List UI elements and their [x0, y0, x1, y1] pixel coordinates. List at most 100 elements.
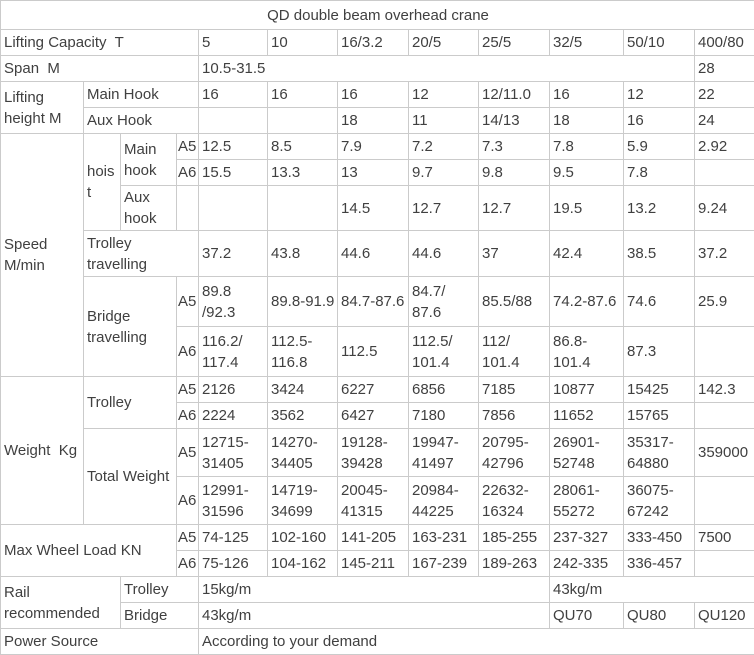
grade-label-a6: A6: [177, 477, 199, 525]
rail-value-cell: 15kg/m: [199, 577, 550, 603]
speed-value-cell: 13.3: [268, 160, 338, 186]
speed-value-cell: 37.2: [199, 231, 268, 277]
weight-value-cell: 22632- 16324: [479, 477, 550, 525]
row-label-lifting-capacity: Lifting Capacity T: [1, 30, 199, 56]
grade-label-a6: A6: [177, 403, 199, 429]
wheel-value-cell: 242-335: [550, 551, 624, 577]
height-value-cell: 16: [268, 82, 338, 108]
span-value-cell: 10.5-31.5: [199, 56, 695, 82]
wheel-value-cell: 167-239: [409, 551, 479, 577]
rail-value-cell: QU70: [550, 603, 624, 629]
weight-value-cell: 15425: [624, 377, 695, 403]
speed-value-cell: 112/ 101.4: [479, 327, 550, 377]
speed-value-cell: [268, 186, 338, 231]
wheel-value-cell: 163-231: [409, 525, 479, 551]
row-label-total-weight: Total Weight: [84, 429, 177, 525]
speed-value-cell: 38.5: [624, 231, 695, 277]
table-title: QD double beam overhead crane: [1, 1, 754, 30]
weight-value-cell: 28061- 55272: [550, 477, 624, 525]
speed-value-cell: 85.5/88: [479, 277, 550, 327]
speed-value-cell: 13: [338, 160, 409, 186]
weight-value-cell: 10877: [550, 377, 624, 403]
height-value-cell: 18: [338, 108, 409, 134]
speed-value-cell: [695, 160, 754, 186]
speed-value-cell: 12.5: [199, 134, 268, 160]
weight-value-cell: 2126: [199, 377, 268, 403]
speed-value-cell: 44.6: [338, 231, 409, 277]
weight-value-cell: 142.3: [695, 377, 754, 403]
speed-value-cell: 42.4: [550, 231, 624, 277]
speed-value-cell: 112.5- 116.8: [268, 327, 338, 377]
height-value-cell: 24: [695, 108, 754, 134]
speed-value-cell: 2.92: [695, 134, 754, 160]
grade-label-a5: A5: [177, 377, 199, 403]
speed-value-cell: 5.9: [624, 134, 695, 160]
speed-value-cell: 9.7: [409, 160, 479, 186]
speed-value-cell: 9.24: [695, 186, 754, 231]
height-value-cell: 12/11.0: [479, 82, 550, 108]
rail-value-cell: QU120: [695, 603, 754, 629]
row-label-trolley-travelling: Trolley travelling: [84, 231, 199, 277]
wheel-value-cell: 102-160: [268, 525, 338, 551]
weight-value-cell: 14719- 34699: [268, 477, 338, 525]
wheel-value-cell: 74-125: [199, 525, 268, 551]
weight-value-cell: 2224: [199, 403, 268, 429]
weight-value-cell: 36075- 67242: [624, 477, 695, 525]
speed-value-cell: 7.8: [624, 160, 695, 186]
weight-value-cell: 12991- 31596: [199, 477, 268, 525]
speed-value-cell: 89.8-91.9: [268, 277, 338, 327]
weight-value-cell: 359000: [695, 429, 754, 477]
wheel-value-cell: 141-205: [338, 525, 409, 551]
speed-value-cell: 7.9: [338, 134, 409, 160]
speed-value-cell: 25.9: [695, 277, 754, 327]
row-label-weight: Weight Kg: [1, 377, 84, 525]
height-value-cell: 11: [409, 108, 479, 134]
power-source-value: According to your demand: [199, 629, 754, 655]
speed-value-cell: 74.2-87.6: [550, 277, 624, 327]
height-value-cell: 16: [338, 82, 409, 108]
height-value-cell: 12: [409, 82, 479, 108]
row-label-lifting-height: Lifting height M: [1, 82, 84, 134]
span-value-cell: 28: [695, 56, 754, 82]
weight-value-cell: 15765: [624, 403, 695, 429]
grade-label-a5: A5: [177, 525, 199, 551]
rail-value-cell: 43kg/m: [199, 603, 550, 629]
row-label-rail-recommended: Rail recommended: [1, 577, 121, 629]
wheel-value-cell: 145-211: [338, 551, 409, 577]
height-value-cell: 16: [624, 108, 695, 134]
weight-value-cell: [695, 477, 754, 525]
speed-value-cell: 7.8: [550, 134, 624, 160]
row-label-weight-trolley: Trolley: [84, 377, 177, 429]
weight-value-cell: 7180: [409, 403, 479, 429]
speed-value-cell: 112.5: [338, 327, 409, 377]
wheel-value-cell: [695, 551, 754, 577]
weight-value-cell: 7856: [479, 403, 550, 429]
grade-label-a5: A5: [177, 134, 199, 160]
wheel-value-cell: 185-255: [479, 525, 550, 551]
weight-value-cell: 20045- 41315: [338, 477, 409, 525]
speed-value-cell: 86.8- 101.4: [550, 327, 624, 377]
speed-value-cell: 74.6: [624, 277, 695, 327]
speed-value-cell: 87.3: [624, 327, 695, 377]
speed-value-cell: 12.7: [409, 186, 479, 231]
speed-value-cell: 8.5: [268, 134, 338, 160]
wheel-value-cell: 104-162: [268, 551, 338, 577]
speed-value-cell: 84.7/ 87.6: [409, 277, 479, 327]
speed-value-cell: 112.5/ 101.4: [409, 327, 479, 377]
height-value-cell: [268, 108, 338, 134]
capacity-value-cell: 32/5: [550, 30, 624, 56]
grade-label-a6: A6: [177, 327, 199, 377]
speed-value-cell: 44.6: [409, 231, 479, 277]
rail-value-cell: 43kg/m: [550, 577, 754, 603]
row-label-main-hook: Main Hook: [84, 82, 199, 108]
wheel-value-cell: 237-327: [550, 525, 624, 551]
speed-value-cell: 19.5: [550, 186, 624, 231]
row-label-rail-bridge: Bridge: [121, 603, 199, 629]
row-label-rail-trolley: Trolley: [121, 577, 199, 603]
wheel-value-cell: 189-263: [479, 551, 550, 577]
capacity-value-cell: 10: [268, 30, 338, 56]
weight-value-cell: 6227: [338, 377, 409, 403]
grade-label-a6: A6: [177, 551, 199, 577]
speed-value-cell: 7.3: [479, 134, 550, 160]
